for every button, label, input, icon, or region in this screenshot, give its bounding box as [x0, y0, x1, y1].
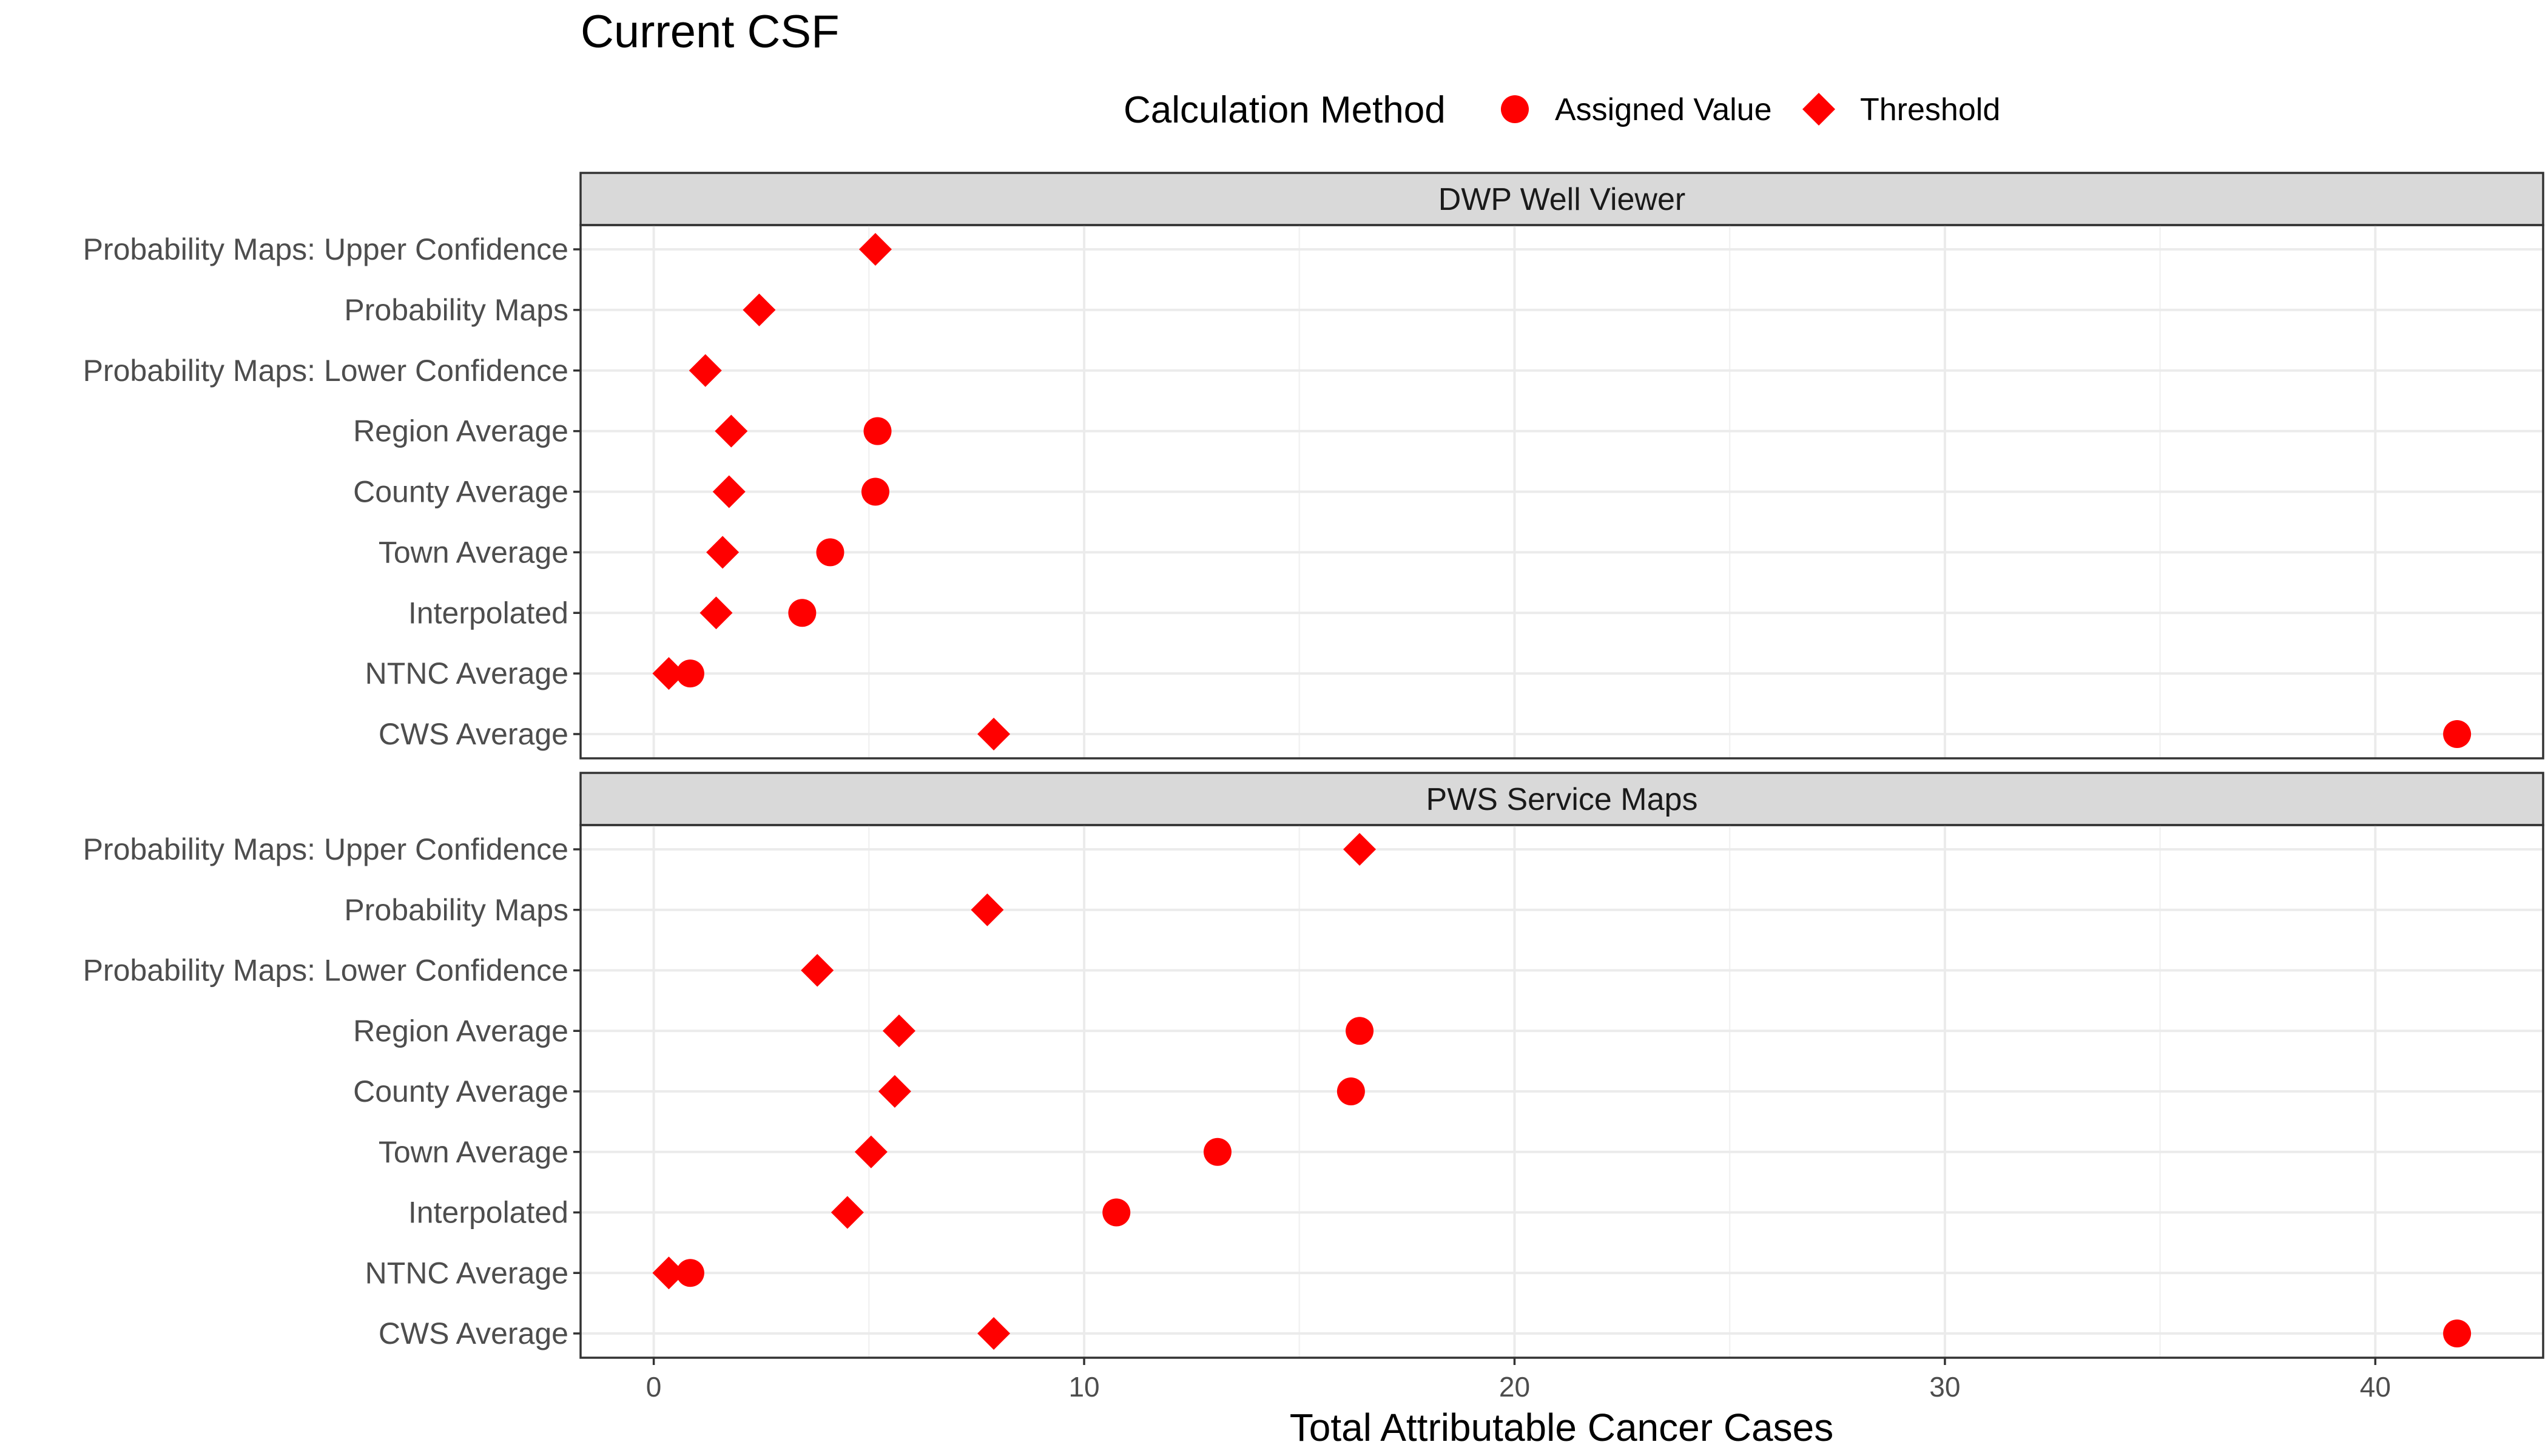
- y-tick-label: Probability Maps: Upper Confidence: [83, 832, 568, 866]
- point-assigned-value-county-average: [861, 477, 889, 506]
- panel-border: [579, 224, 2544, 760]
- y-tick-label: County Average: [353, 1074, 568, 1108]
- point-threshold-probability-maps: [971, 893, 1004, 926]
- point-threshold-county-average: [712, 475, 746, 508]
- point-assigned-value-region-average: [1346, 1017, 1374, 1045]
- x-tick-label: 20: [1499, 1371, 1530, 1403]
- legend: Calculation Method Assigned Value Thresh…: [1124, 89, 2000, 131]
- point-threshold-probability-maps: [743, 293, 776, 326]
- point-assigned-value-interpolated: [788, 599, 817, 627]
- y-tick-label: CWS Average: [379, 1316, 568, 1350]
- point-threshold-town-average: [854, 1135, 888, 1168]
- y-tick-label: Probability Maps: [344, 893, 568, 927]
- point-threshold-region-average: [715, 414, 748, 448]
- point-threshold-ntnc-average: [652, 657, 686, 690]
- panel-dwp-well-viewer: DWP Well Viewer Probability Maps: Upper C…: [83, 172, 2544, 760]
- point-assigned-value-cws-average: [2443, 720, 2472, 748]
- y-tick-label: Region Average: [353, 1014, 568, 1048]
- point-threshold-probability-maps-lower-confidence: [801, 954, 834, 987]
- legend-label-threshold: Threshold: [1860, 92, 2000, 127]
- legend-title: Calculation Method: [1124, 89, 1446, 131]
- point-threshold-town-average: [706, 536, 740, 569]
- strip-dwp-well-viewer: [579, 172, 2544, 226]
- x-axis-label: Total Attributable Cancer Cases: [1290, 1406, 1833, 1449]
- point-assigned-value-interpolated: [1102, 1198, 1131, 1227]
- strip-pws-service-maps: [579, 772, 2544, 826]
- y-tick-label: Probability Maps: Lower Confidence: [83, 354, 568, 388]
- y-tick-label: NTNC Average: [365, 656, 568, 690]
- point-assigned-value-cws-average: [2443, 1320, 2472, 1347]
- point-threshold-probability-maps-upper-confidence: [1343, 833, 1377, 866]
- point-assigned-value-region-average: [863, 417, 892, 445]
- point-threshold-interpolated: [699, 596, 733, 630]
- x-tick-label: 0: [646, 1371, 662, 1403]
- point-threshold-interpolated: [831, 1196, 864, 1229]
- legend-label-assigned-value: Assigned Value: [1555, 92, 1772, 127]
- point-threshold-probability-maps-lower-confidence: [689, 354, 722, 387]
- strip-label: DWP Well Viewer: [1438, 182, 1685, 217]
- x-axis: 0 10 20 30 40: [646, 1358, 2391, 1403]
- point-assigned-value-ntnc-average: [676, 659, 704, 688]
- panel-border: [579, 824, 2544, 1359]
- legend-key-threshold: [1802, 93, 1835, 126]
- x-tick-label: 30: [1929, 1371, 1960, 1403]
- point-assigned-value-town-average: [1203, 1138, 1232, 1166]
- point-assigned-value-ntnc-average: [676, 1259, 704, 1287]
- strip-label: PWS Service Maps: [1426, 782, 1698, 817]
- y-tick-label: Interpolated: [408, 1196, 568, 1230]
- y-tick-label: County Average: [353, 475, 568, 509]
- x-tick-label: 40: [2360, 1371, 2391, 1403]
- point-threshold-region-average: [882, 1014, 915, 1048]
- y-tick-label: NTNC Average: [365, 1256, 568, 1290]
- facet-panels: DWP Well Viewer Probability Maps: Upper C…: [83, 172, 2544, 1359]
- y-tick-label: CWS Average: [379, 717, 568, 751]
- point-threshold-probability-maps-upper-confidence: [858, 233, 892, 266]
- point-threshold-cws-average: [977, 718, 1011, 750]
- point-threshold-cws-average: [977, 1317, 1011, 1350]
- panel-pws-service-maps: PWS Service Maps Probability Maps: Upper …: [83, 772, 2544, 1359]
- point-assigned-value-county-average: [1336, 1077, 1365, 1105]
- y-tick-label: Town Average: [379, 535, 568, 569]
- y-tick-label: Interpolated: [408, 596, 568, 630]
- y-tick-label: Town Average: [379, 1135, 568, 1169]
- point-threshold-county-average: [878, 1075, 911, 1108]
- point-threshold-ntnc-average: [652, 1256, 686, 1290]
- y-tick-label: Probability Maps: [344, 293, 568, 327]
- chart-title: Current CSF: [581, 6, 840, 58]
- x-tick-label: 10: [1068, 1371, 1099, 1403]
- y-tick-label: Probability Maps: Lower Confidence: [83, 954, 568, 988]
- y-tick-label: Region Average: [353, 414, 568, 448]
- y-tick-label: Probability Maps: Upper Confidence: [83, 232, 568, 266]
- point-assigned-value-town-average: [816, 538, 844, 567]
- legend-key-assigned-value: [1501, 95, 1529, 123]
